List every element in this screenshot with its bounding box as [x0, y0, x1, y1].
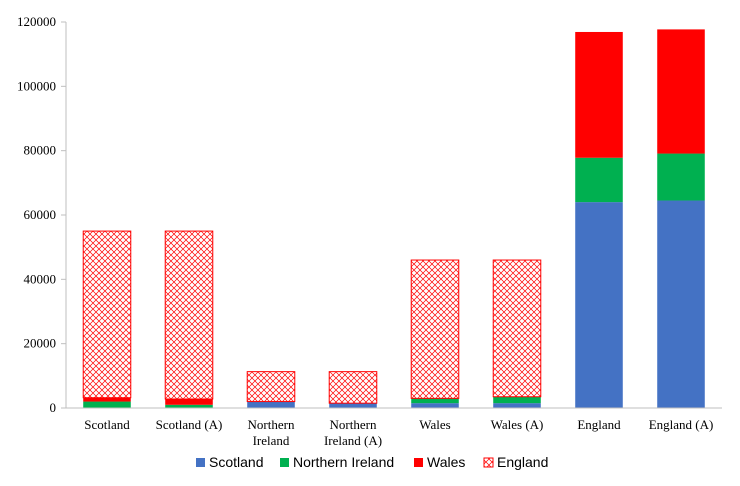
- bar-segment-england: [246, 371, 296, 403]
- x-category-label: Northern Ireland (A): [324, 417, 382, 448]
- bar-segment-scotland: [411, 403, 459, 408]
- legend-label: Wales: [427, 454, 465, 470]
- bar-segment-northern-ireland: [493, 396, 541, 404]
- bar-segment-scotland: [493, 403, 541, 408]
- bar-segment-england: [492, 259, 542, 398]
- x-category-label: Wales (A): [491, 417, 544, 432]
- bar-segment-northern-ireland: [165, 404, 213, 408]
- x-category-label: England (A): [649, 417, 714, 432]
- legend-label: Scotland: [209, 454, 263, 470]
- x-category-label-line: Scotland: [84, 417, 130, 432]
- x-category-label-line: Northern: [248, 417, 295, 432]
- y-tick-label: 40000: [24, 271, 57, 286]
- x-category-label: Wales: [419, 417, 450, 432]
- x-category-label-line: England (A): [649, 417, 714, 432]
- bar-segment-wales: [83, 397, 131, 402]
- y-tick-label: 100000: [17, 78, 56, 93]
- x-category-label-line: Scotland (A): [156, 417, 223, 432]
- bars: [82, 29, 705, 408]
- y-tick-label: 20000: [24, 336, 57, 351]
- bar-segment-scotland: [657, 200, 705, 408]
- y-axis: 0 20000 40000 60000 80000 100000 120000: [17, 14, 67, 415]
- legend-label: Northern Ireland: [293, 454, 394, 470]
- x-category-label-line: England: [577, 417, 621, 432]
- y-tick-label: 60000: [24, 207, 57, 222]
- legend-swatch-scotland: [196, 458, 205, 467]
- bar-segment-scotland: [329, 403, 377, 408]
- bar-segment-wales: [657, 29, 705, 154]
- bar-segment-england: [328, 371, 378, 404]
- y-tick-label: 120000: [17, 14, 56, 29]
- x-category-label-line: Wales (A): [491, 417, 544, 432]
- x-category-label: Northern Ireland: [248, 417, 295, 448]
- legend-swatch-england: [483, 457, 494, 468]
- x-category-label: England: [577, 417, 621, 432]
- x-axis: Scotland Scotland (A) Northern IrelandNorth…: [66, 407, 722, 448]
- legend-swatch-wales: [414, 458, 423, 467]
- bar-segment-scotland: [575, 202, 623, 408]
- x-category-label-line: Ireland: [253, 433, 290, 448]
- y-tick-label: 80000: [24, 143, 57, 158]
- x-category-label: Scotland: [84, 417, 130, 432]
- x-category-label: Scotland (A): [156, 417, 223, 432]
- bar-segment-northern-ireland: [657, 153, 705, 201]
- legend-swatch-northern-ireland: [280, 458, 289, 467]
- bar-segment-wales: [165, 398, 213, 405]
- legend: Scotland Northern Ireland Wales England: [196, 454, 548, 470]
- x-category-label-line: Northern: [330, 417, 377, 432]
- bar-segment-scotland: [247, 401, 295, 408]
- bar-segment-wales: [575, 31, 623, 158]
- x-category-label-line: Wales: [419, 417, 450, 432]
- x-category-label-line: Ireland (A): [324, 433, 382, 448]
- legend-label: England: [497, 454, 548, 470]
- bar-segment-england: [82, 230, 132, 399]
- bar-segment-northern-ireland: [83, 401, 131, 408]
- y-tick-label: 0: [50, 400, 57, 415]
- bar-segment-england: [410, 259, 460, 399]
- bar-segment-england: [164, 230, 214, 400]
- bar-segment-northern-ireland: [411, 398, 459, 404]
- bar-segment-northern-ireland: [575, 157, 623, 203]
